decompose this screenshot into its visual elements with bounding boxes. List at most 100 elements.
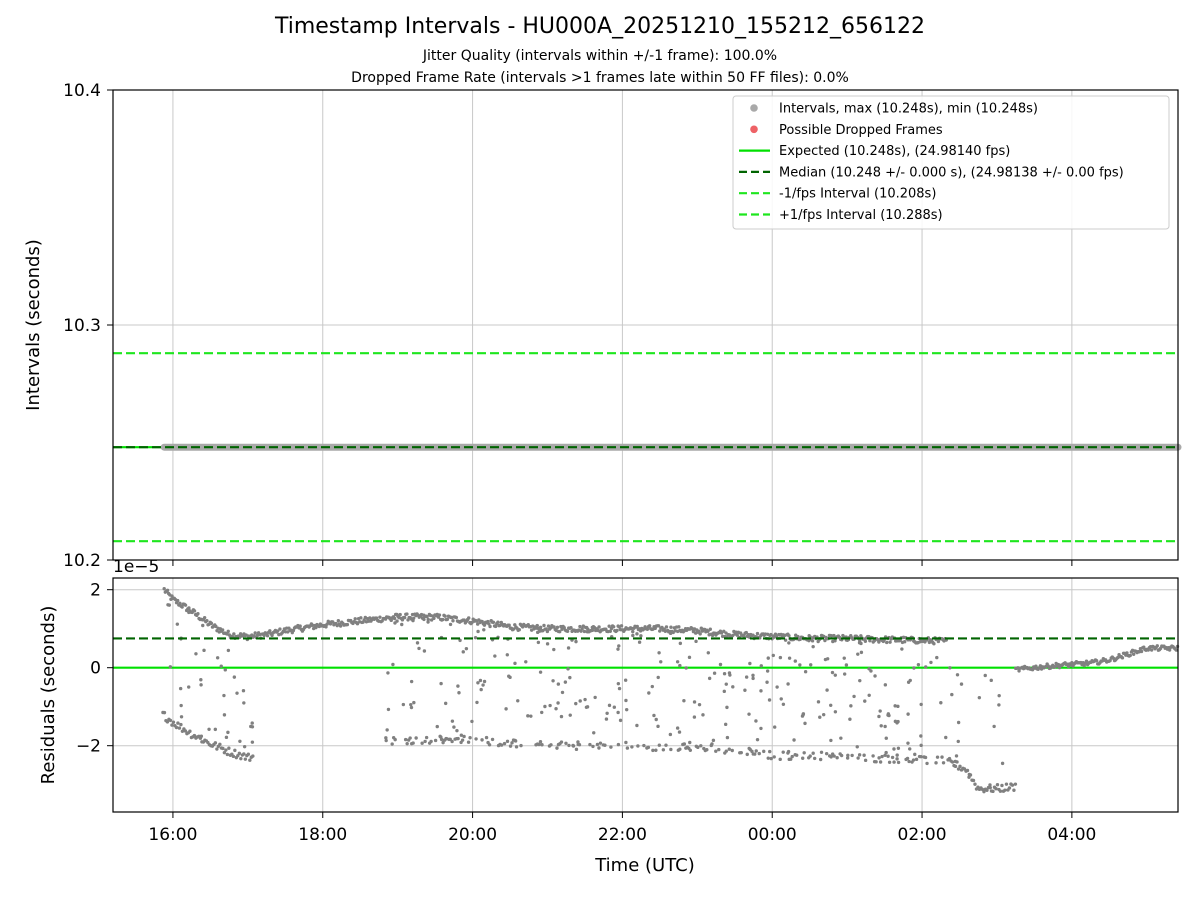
residual-point	[855, 745, 859, 749]
residual-point	[568, 675, 572, 680]
residual-point	[162, 587, 166, 591]
residual-point	[249, 724, 253, 729]
residual-point	[905, 756, 910, 761]
residual-point	[888, 640, 892, 644]
residual-point	[985, 788, 989, 792]
residual-point	[727, 747, 731, 751]
residual-point	[919, 754, 923, 759]
residual-point	[490, 737, 495, 742]
residual-point	[345, 622, 350, 627]
residual-point	[224, 748, 228, 752]
residual-point	[745, 752, 749, 757]
residual-point	[654, 717, 658, 722]
y-tick-label: 10.4	[63, 81, 101, 101]
residual-point	[529, 714, 533, 718]
residual-point	[755, 631, 760, 636]
residual-point	[859, 641, 863, 646]
residual-point	[460, 738, 465, 742]
residual-point	[233, 748, 237, 753]
chart-legend: Intervals, max (10.248s), min (10.248s) P…	[732, 95, 1170, 230]
residual-point	[929, 660, 933, 665]
residual-point	[842, 656, 846, 660]
residual-point	[574, 747, 579, 752]
residual-point	[668, 732, 673, 737]
residual-point	[706, 651, 711, 655]
residual-point	[967, 772, 972, 777]
residual-point	[997, 703, 1001, 707]
residual-point	[792, 738, 796, 742]
residual-point	[839, 753, 844, 758]
residual-point	[595, 742, 600, 747]
residual-point	[896, 760, 901, 765]
residual-point	[535, 623, 539, 628]
residual-point	[213, 727, 218, 732]
residual-point	[809, 663, 813, 667]
residual-point	[754, 719, 758, 723]
residual-point	[742, 634, 746, 638]
residual-point	[939, 701, 943, 705]
residual-point	[786, 749, 791, 754]
residual-point	[611, 625, 616, 629]
residual-point	[592, 731, 596, 735]
residual-point	[215, 656, 220, 660]
residual-point	[892, 760, 896, 764]
residual-point	[722, 672, 727, 676]
residual-point	[398, 612, 402, 617]
residual-point	[712, 671, 717, 675]
x-axis-label: Time (UTC)	[594, 855, 695, 876]
residual-point	[476, 629, 480, 634]
residual-point	[832, 633, 836, 638]
residual-point	[718, 662, 723, 667]
residual-point	[636, 744, 640, 748]
residual-point	[750, 749, 754, 754]
residual-point	[246, 752, 251, 756]
residual-point	[793, 659, 798, 663]
residual-point	[697, 629, 701, 633]
residual-point	[675, 660, 680, 664]
residual-point	[221, 746, 225, 751]
residual-point	[698, 632, 702, 636]
residual-point	[538, 739, 543, 744]
residual-point	[630, 745, 634, 749]
residual-point	[504, 707, 508, 711]
residual-point	[552, 647, 556, 652]
residual-point	[1155, 644, 1159, 648]
residual-point	[677, 730, 682, 734]
residual-point	[759, 664, 763, 668]
residual-point	[818, 715, 822, 719]
residual-point	[766, 656, 770, 660]
residual-point	[647, 691, 651, 695]
residual-point	[400, 622, 404, 627]
residual-point	[588, 742, 592, 747]
residual-point	[934, 761, 938, 765]
residuals-panel: 16:00 18:00 20:00 22:00 00:00 02:00 04:00−202 …	[38, 557, 1180, 876]
residual-point	[526, 714, 530, 718]
residual-point	[454, 615, 459, 620]
residual-point	[659, 660, 663, 664]
residual-point	[995, 783, 1000, 787]
residual-point	[392, 616, 397, 621]
residual-point	[818, 757, 823, 762]
residual-point	[755, 737, 760, 742]
residual-point	[812, 756, 817, 761]
residual-point	[811, 751, 815, 755]
residual-point	[884, 736, 888, 740]
residual-point	[231, 754, 236, 759]
legend-entry-label: Expected (10.248s), (24.98140 fps)	[779, 144, 1010, 159]
residual-point	[412, 700, 416, 705]
residual-point	[874, 760, 878, 764]
residual-point	[554, 707, 558, 711]
residual-point	[873, 674, 877, 678]
residual-point	[222, 750, 227, 755]
residual-point	[848, 717, 852, 721]
residual-point	[559, 740, 564, 744]
residual-point	[789, 757, 793, 761]
residual-point	[563, 680, 568, 684]
residual-point	[179, 722, 183, 727]
residual-point	[654, 748, 658, 752]
residual-point	[235, 691, 239, 695]
residual-point	[481, 683, 485, 687]
residual-point	[892, 747, 896, 751]
residual-point	[868, 638, 872, 643]
residual-point	[448, 737, 452, 742]
